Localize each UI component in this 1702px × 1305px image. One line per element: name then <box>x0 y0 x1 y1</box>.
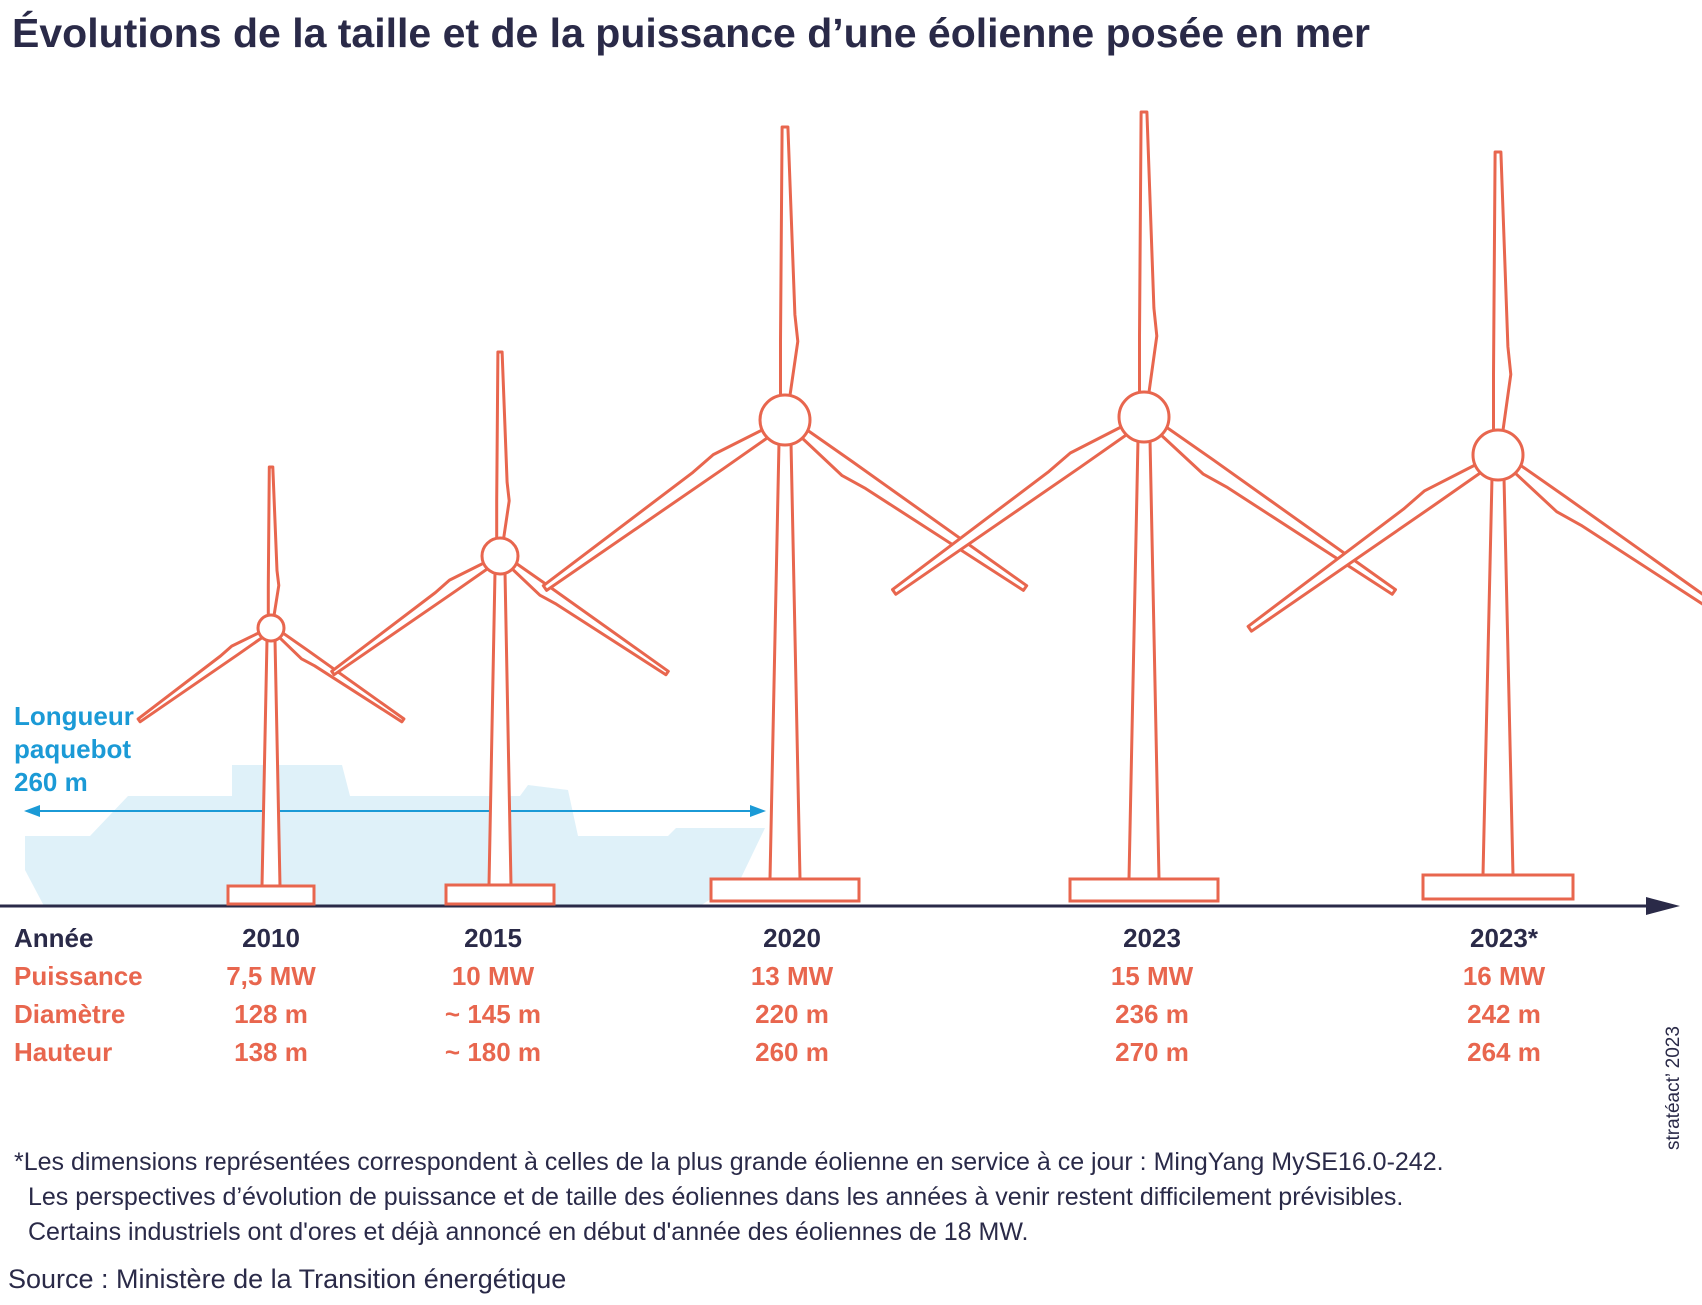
power-value: 10 MW <box>451 961 535 991</box>
diameter-value: 236 m <box>1115 999 1189 1029</box>
row-label-height: Hauteur <box>14 1037 113 1067</box>
turbine-base <box>1068 877 1220 903</box>
turbine-blade <box>1511 462 1702 606</box>
credit-label: stratéact’ 2023 <box>1663 1026 1684 1150</box>
wind-turbine <box>330 350 670 906</box>
turbine-blade <box>266 465 281 619</box>
turbine-blade <box>1138 110 1159 398</box>
height-value: 138 m <box>234 1037 308 1067</box>
turbine-hub <box>1471 428 1525 482</box>
turbine-base <box>1421 873 1575 901</box>
turbine-base <box>444 883 556 906</box>
power-value: 7,5 MW <box>226 961 316 991</box>
year-value: 2020 <box>763 923 821 953</box>
row-label-power: Puissance <box>14 961 143 991</box>
year-value: 2023* <box>1470 923 1538 953</box>
wind-turbine <box>541 125 1029 903</box>
turbine-blade <box>136 630 265 724</box>
turbine-tower <box>1481 476 1515 877</box>
ship-label-line: paquebot <box>14 734 131 764</box>
turbine-tower <box>487 570 513 887</box>
wind-turbine <box>136 465 406 906</box>
turbine-tower <box>260 638 282 888</box>
year-value: 2010 <box>242 923 300 953</box>
power-value: 16 MW <box>1462 961 1546 991</box>
baseline-axis <box>0 897 1680 915</box>
page-title: Évolutions de la taille et de la puissan… <box>12 10 1370 56</box>
turbine-blade <box>277 630 406 724</box>
turbine-blade <box>1246 462 1485 633</box>
ship-label-line: Longueur <box>14 701 134 731</box>
footnote-line: Certains industriels ont d'ores et déjà … <box>28 1218 1029 1246</box>
diameter-value: 128 m <box>234 999 308 1029</box>
height-value: 260 m <box>755 1037 829 1067</box>
ship-length-arrow <box>24 805 766 817</box>
power-value: 15 MW <box>1110 961 1194 991</box>
turbine-hub <box>480 536 520 576</box>
year-value: 2015 <box>464 923 522 953</box>
turbine-hub <box>758 393 812 447</box>
row-label-year: Année <box>14 923 94 953</box>
footnote-line: Les perspectives d’évolution de puissanc… <box>28 1183 1404 1211</box>
turbine-blade <box>798 427 1029 592</box>
ship-silhouette <box>25 765 765 906</box>
height-value: ~ 180 m <box>444 1037 542 1067</box>
turbine-tower <box>768 441 802 881</box>
ship-length-label: Longueur paquebot 260 m <box>14 700 134 799</box>
diameter-value: 242 m <box>1467 999 1541 1029</box>
turbine-hub <box>1117 390 1171 444</box>
ship-label-line: 260 m <box>14 767 88 797</box>
height-value: 270 m <box>1115 1037 1189 1067</box>
turbine-tower <box>1127 438 1161 881</box>
row-label-diameter: Diamètre <box>14 999 126 1029</box>
turbine-base <box>226 884 316 906</box>
wind-turbine <box>1246 150 1702 901</box>
footnote-line: *Les dimensions représentées corresponde… <box>14 1148 1444 1176</box>
turbine-blade <box>495 350 511 543</box>
footnote: *Les dimensions représentées corresponde… <box>14 1145 1444 1250</box>
turbine-blade <box>509 560 670 677</box>
source-label: Source : Ministère de la Transition éner… <box>8 1264 567 1294</box>
diameter-value: ~ 145 m <box>444 999 542 1029</box>
year-value: 2023 <box>1123 923 1181 953</box>
diameter-value: 220 m <box>755 999 829 1029</box>
turbine-blade <box>779 125 800 401</box>
turbine-base <box>709 877 861 903</box>
turbine-blade <box>1492 150 1513 436</box>
height-value: 264 m <box>1467 1037 1541 1067</box>
turbine-blade <box>1157 424 1397 596</box>
power-value: 13 MW <box>750 961 834 991</box>
wind-turbine <box>891 110 1397 903</box>
turbine-blade <box>330 560 491 677</box>
turbine-blade <box>891 424 1131 596</box>
turbine-blade <box>541 427 772 592</box>
turbine-hub <box>256 613 286 643</box>
